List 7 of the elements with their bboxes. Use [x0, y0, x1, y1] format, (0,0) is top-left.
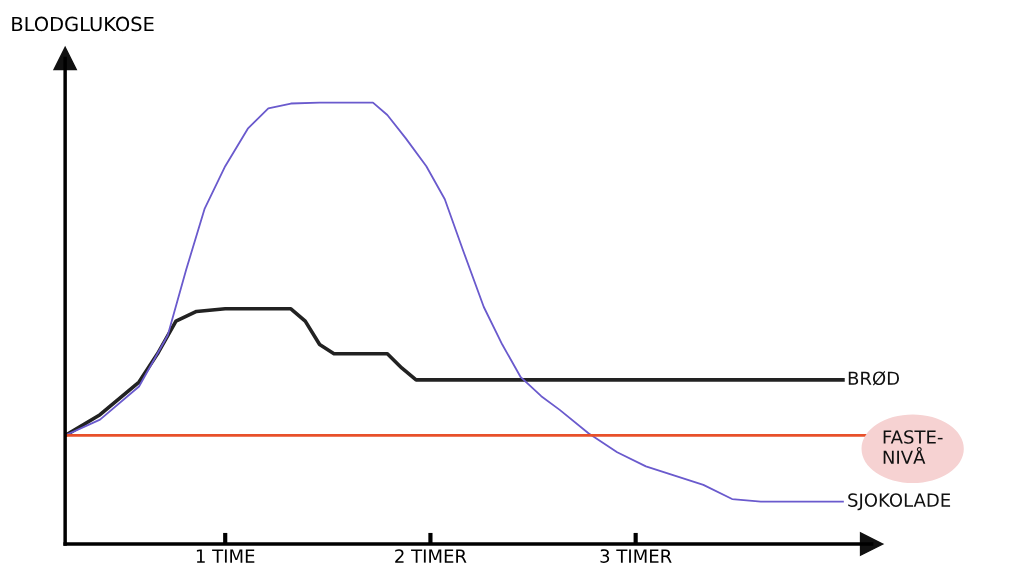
x-tick-label: 1 TIME: [196, 549, 255, 563]
x-tick-label: 2 TIMER: [395, 549, 467, 563]
series-label: BRØD: [848, 371, 900, 386]
y-axis-title: BLODGLUKOSE: [12, 16, 154, 32]
x-tick-label: 3 TIMER: [600, 549, 672, 563]
ref-line-label: FASTE- NIVÅ: [883, 430, 943, 464]
series-label: SJOKOLADE: [848, 493, 951, 511]
